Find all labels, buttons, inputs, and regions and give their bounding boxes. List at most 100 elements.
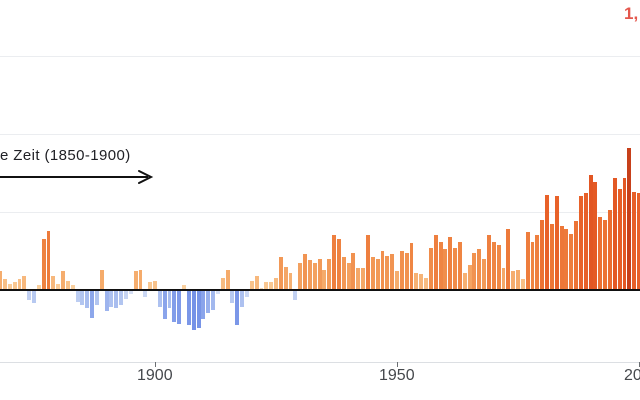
temperature-bar-1908[interactable] bbox=[191, 291, 196, 330]
temperature-bar-1953[interactable] bbox=[409, 243, 414, 290]
temperature-bar-2000[interactable] bbox=[637, 193, 640, 290]
temperature-bar-1935[interactable] bbox=[322, 269, 327, 290]
temperature-bar-1931[interactable] bbox=[303, 254, 307, 290]
temperature-bar-1956[interactable] bbox=[424, 277, 428, 290]
temperature-bar-1901[interactable] bbox=[157, 291, 162, 307]
temperature-bar-1870[interactable] bbox=[7, 283, 12, 290]
temperature-bar-1968[interactable] bbox=[482, 258, 487, 290]
temperature-bar-1991[interactable] bbox=[593, 182, 598, 290]
temperature-bar-1879[interactable] bbox=[51, 275, 56, 290]
temperature-bar-1911[interactable] bbox=[206, 291, 211, 313]
temperature-bar-1987[interactable] bbox=[574, 221, 579, 290]
temperature-bar-1897[interactable] bbox=[138, 269, 143, 290]
temperature-bar-1992[interactable] bbox=[598, 216, 603, 290]
temperature-bar-1976[interactable] bbox=[520, 279, 525, 290]
temperature-bar-1889[interactable] bbox=[99, 269, 104, 290]
temperature-bar-1964[interactable] bbox=[462, 272, 467, 290]
temperature-bar-1878[interactable] bbox=[46, 230, 51, 290]
temperature-bar-1957[interactable] bbox=[428, 247, 433, 290]
temperature-bar-1946[interactable] bbox=[375, 258, 380, 290]
temperature-bar-1980[interactable] bbox=[540, 219, 545, 290]
temperature-bar-1949[interactable] bbox=[390, 254, 395, 290]
temperature-bar-1909[interactable] bbox=[196, 291, 201, 329]
temperature-bar-1978[interactable] bbox=[530, 241, 535, 290]
temperature-bar-1914[interactable] bbox=[220, 277, 225, 290]
temperature-bar-1938[interactable] bbox=[336, 238, 341, 290]
temperature-bar-1896[interactable] bbox=[133, 271, 138, 290]
temperature-bar-1944[interactable] bbox=[366, 235, 370, 290]
temperature-bar-1928[interactable] bbox=[288, 272, 293, 290]
temperature-bar-1894[interactable] bbox=[124, 291, 128, 299]
temperature-bar-1884[interactable] bbox=[75, 291, 80, 302]
temperature-bar-1952[interactable] bbox=[404, 252, 409, 290]
temperature-bar-1924[interactable] bbox=[269, 282, 274, 290]
temperature-bar-1950[interactable] bbox=[395, 271, 399, 290]
temperature-bar-1982[interactable] bbox=[549, 224, 554, 290]
temperature-bar-1881[interactable] bbox=[61, 271, 65, 290]
temperature-bar-1899[interactable] bbox=[148, 282, 153, 290]
temperature-bar-1955[interactable] bbox=[419, 274, 424, 290]
temperature-bar-1876[interactable] bbox=[36, 285, 41, 290]
temperature-bar-1947[interactable] bbox=[380, 251, 385, 290]
temperature-bar-1941[interactable] bbox=[351, 252, 356, 290]
temperature-bar-1966[interactable] bbox=[472, 252, 477, 290]
temperature-bar-1891[interactable] bbox=[109, 291, 114, 307]
temperature-bar-1916[interactable] bbox=[230, 291, 235, 304]
temperature-bar-1995[interactable] bbox=[612, 177, 617, 290]
temperature-bar-1917[interactable] bbox=[235, 291, 240, 326]
temperature-bar-1936[interactable] bbox=[327, 258, 332, 290]
temperature-bar-1940[interactable] bbox=[346, 263, 351, 290]
temperature-bar-1868[interactable] bbox=[0, 271, 3, 290]
temperature-bar-1945[interactable] bbox=[370, 257, 375, 290]
temperature-bar-1907[interactable] bbox=[186, 291, 191, 326]
temperature-bar-1985[interactable] bbox=[564, 229, 569, 290]
temperature-bar-1971[interactable] bbox=[496, 244, 501, 290]
temperature-bar-1919[interactable] bbox=[245, 291, 249, 298]
temperature-bar-1929[interactable] bbox=[293, 291, 298, 301]
temperature-bar-1951[interactable] bbox=[399, 251, 404, 290]
temperature-bar-1994[interactable] bbox=[608, 210, 612, 290]
temperature-bar-1871[interactable] bbox=[12, 282, 17, 290]
temperature-bar-1962[interactable] bbox=[453, 247, 458, 290]
temperature-bar-1937[interactable] bbox=[332, 235, 337, 290]
temperature-bar-1923[interactable] bbox=[264, 282, 269, 290]
temperature-bar-1933[interactable] bbox=[312, 263, 317, 290]
temperature-bar-1934[interactable] bbox=[317, 258, 322, 290]
temperature-bar-1913[interactable] bbox=[215, 291, 220, 295]
temperature-bar-1981[interactable] bbox=[545, 194, 549, 290]
temperature-bar-1975[interactable] bbox=[516, 269, 520, 290]
temperature-bar-1872[interactable] bbox=[17, 279, 22, 290]
temperature-bar-1988[interactable] bbox=[578, 196, 583, 290]
temperature-bar-1887[interactable] bbox=[90, 291, 95, 318]
temperature-bar-1910[interactable] bbox=[201, 291, 206, 320]
temperature-bar-1903[interactable] bbox=[167, 291, 172, 309]
temperature-bar-1926[interactable] bbox=[278, 257, 283, 290]
temperature-bar-1969[interactable] bbox=[487, 235, 491, 290]
temperature-bar-1905[interactable] bbox=[177, 291, 182, 324]
temperature-bar-1983[interactable] bbox=[554, 196, 559, 290]
temperature-bar-1943[interactable] bbox=[361, 268, 366, 290]
temperature-bar-1958[interactable] bbox=[433, 235, 438, 290]
temperature-bar-1959[interactable] bbox=[438, 241, 443, 290]
temperature-bar-1999[interactable] bbox=[632, 191, 637, 290]
temperature-bar-1904[interactable] bbox=[172, 291, 177, 323]
temperature-bar-1948[interactable] bbox=[385, 255, 390, 290]
temperature-bar-1965[interactable] bbox=[467, 265, 472, 290]
temperature-bar-1880[interactable] bbox=[56, 283, 61, 290]
temperature-bar-1892[interactable] bbox=[114, 291, 119, 309]
temperature-bar-1877[interactable] bbox=[41, 238, 46, 290]
temperature-bar-1989[interactable] bbox=[583, 193, 588, 290]
temperature-bar-1893[interactable] bbox=[119, 291, 124, 306]
temperature-bar-1918[interactable] bbox=[240, 291, 245, 307]
temperature-bar-1895[interactable] bbox=[128, 291, 133, 295]
temperature-bar-1882[interactable] bbox=[65, 280, 70, 290]
temperature-bar-1873[interactable] bbox=[22, 275, 27, 290]
temperature-bar-1970[interactable] bbox=[491, 241, 496, 290]
temperature-bar-1921[interactable] bbox=[254, 275, 259, 290]
temperature-bar-1885[interactable] bbox=[80, 291, 85, 306]
temperature-bar-1998[interactable] bbox=[627, 148, 632, 290]
temperature-bar-1888[interactable] bbox=[94, 291, 99, 306]
temperature-bar-1990[interactable] bbox=[588, 174, 593, 290]
temperature-bar-1993[interactable] bbox=[603, 219, 608, 290]
temperature-bar-1996[interactable] bbox=[617, 188, 622, 290]
